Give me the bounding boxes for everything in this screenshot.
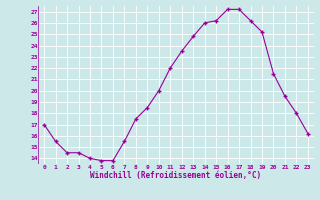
X-axis label: Windchill (Refroidissement éolien,°C): Windchill (Refroidissement éolien,°C) bbox=[91, 171, 261, 180]
